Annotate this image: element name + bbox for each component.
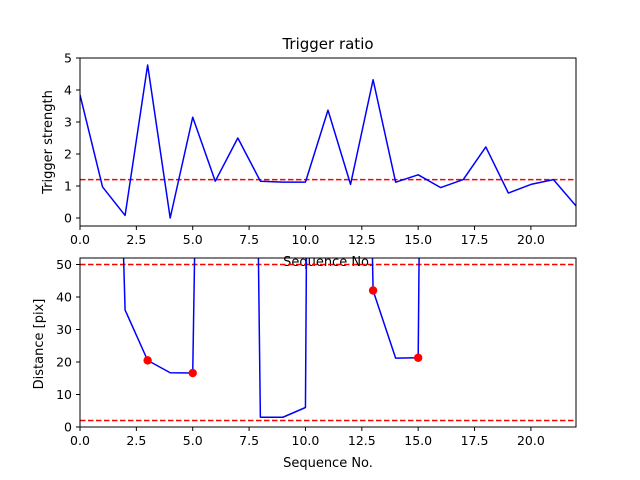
y-tick-label: 2 (64, 147, 72, 162)
x-tick-label: 10.0 (292, 232, 320, 247)
y-axis-label: Trigger strength (41, 90, 56, 195)
series-line-segment-0 (80, 64, 576, 219)
data-marker-3 (413, 353, 423, 362)
x-tick-label: 17.5 (461, 433, 489, 448)
x-tick-label: 7.5 (239, 232, 259, 247)
y-axis-label: Distance [pix] (32, 299, 47, 390)
x-tick-label: 12.5 (348, 232, 376, 247)
y-tick-label: 20 (56, 355, 72, 370)
x-tick-label: 17.5 (461, 232, 489, 247)
y-tick-label: 5 (64, 51, 72, 66)
y-tick-label: 10 (56, 387, 72, 402)
x-tick-label: 15.0 (404, 433, 432, 448)
y-tick-label: 4 (64, 83, 72, 98)
data-marker-1 (188, 368, 197, 378)
y-tick-label: 3 (64, 115, 72, 130)
data-marker-2 (368, 286, 378, 295)
trigger-ratio-chart: Trigger ratio Sequence No. Trigger stren… (41, 35, 577, 270)
y-tick-label: 40 (56, 290, 72, 305)
y-tick-label: 0 (64, 211, 72, 226)
x-tick-label: 7.5 (239, 433, 259, 448)
distance-chart: Sequence No. Distance [pix] 0.0 2.5 5.0 7.5… (32, 257, 577, 471)
x-tick-label: 20.0 (517, 433, 545, 448)
x-axis-label: Sequence No. (283, 255, 373, 270)
series-line-segment-2 (371, 258, 420, 359)
y-tick-label: 0 (64, 420, 72, 435)
chart-title: Trigger ratio (281, 35, 373, 53)
x-tick-label: 12.5 (348, 433, 376, 448)
series-line-segment-0 (122, 258, 196, 374)
axes-frame (79, 257, 577, 428)
x-tick-label: 2.5 (126, 232, 146, 247)
x-tick-label: 0.0 (70, 433, 90, 448)
x-axis-label: Sequence No. (283, 456, 373, 471)
x-tick-label: 5.0 (183, 232, 203, 247)
x-tick-label: 0.0 (70, 232, 90, 247)
y-tick-label: 30 (56, 322, 72, 337)
x-tick-label: 2.5 (126, 433, 146, 448)
x-tick-label: 15.0 (404, 232, 432, 247)
data-marker-0 (143, 356, 152, 365)
y-tick-label: 1 (64, 179, 72, 194)
x-tick-label: 10.0 (292, 433, 320, 448)
series-line-segment-1 (257, 258, 308, 418)
axes-frame (79, 57, 577, 227)
plot-area (80, 64, 576, 219)
x-tick-label: 5.0 (183, 433, 203, 448)
plot-area (80, 258, 576, 422)
x-tick-label: 20.0 (517, 232, 545, 247)
y-tick-label: 50 (56, 257, 72, 272)
